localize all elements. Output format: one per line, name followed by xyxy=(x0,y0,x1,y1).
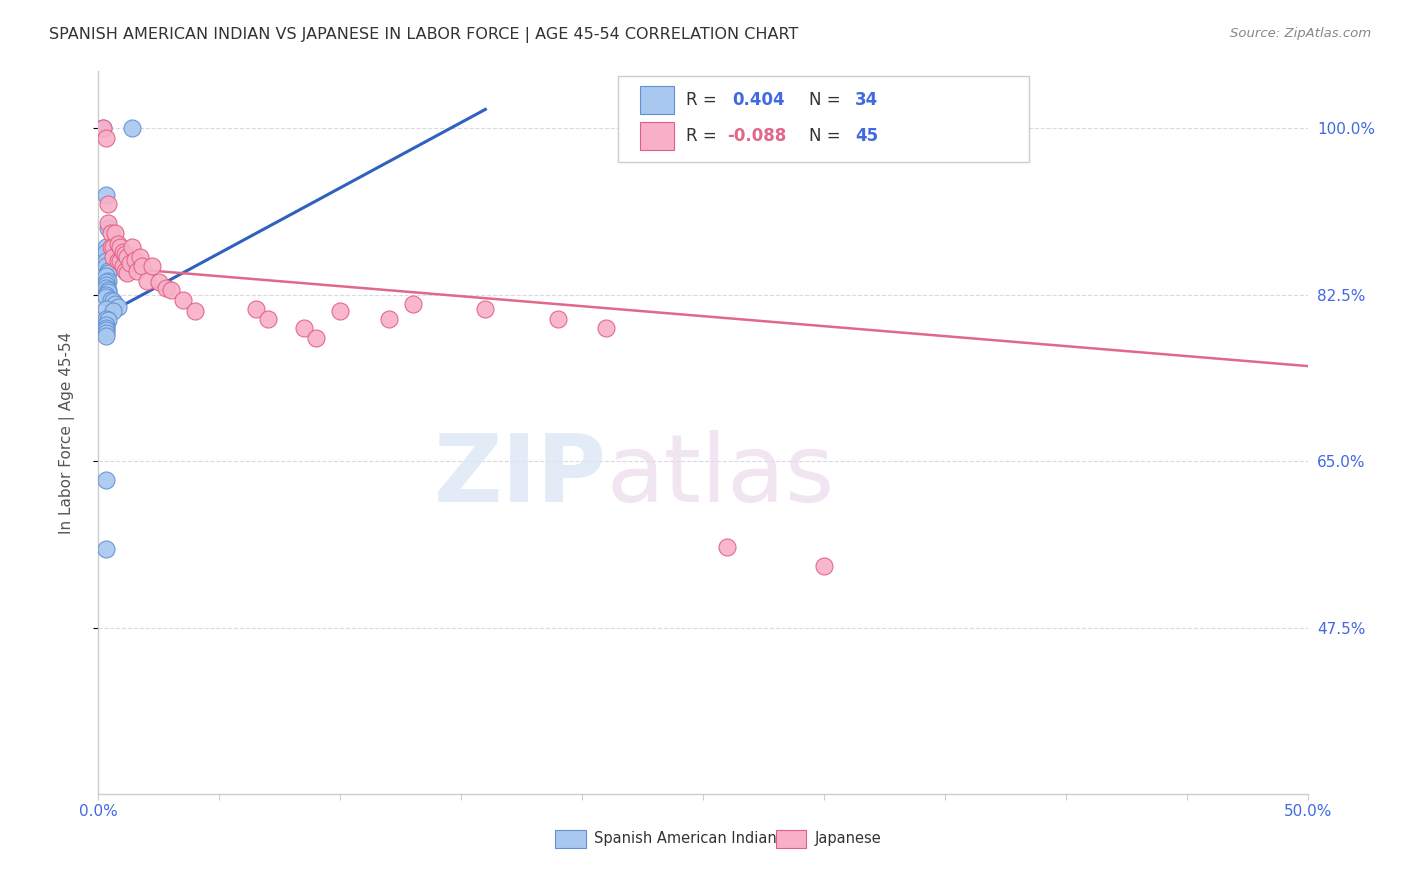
Point xyxy=(94,287,117,301)
Point xyxy=(94,244,117,259)
Text: N =: N = xyxy=(810,91,846,110)
Point xyxy=(94,323,117,337)
Point xyxy=(97,221,120,235)
Point xyxy=(547,311,569,326)
Point xyxy=(100,240,122,254)
Point xyxy=(148,276,170,290)
Point xyxy=(101,240,124,254)
Point xyxy=(97,313,120,327)
FancyBboxPatch shape xyxy=(640,122,673,150)
Point xyxy=(104,226,127,240)
Point xyxy=(329,304,352,318)
Point xyxy=(94,268,117,283)
Point xyxy=(117,250,139,264)
Point xyxy=(94,188,117,202)
Point xyxy=(121,240,143,254)
Point xyxy=(172,293,194,307)
Text: R =: R = xyxy=(686,91,723,110)
Point xyxy=(107,254,129,268)
Point xyxy=(94,311,117,326)
Point xyxy=(97,283,120,297)
Point xyxy=(101,250,124,264)
Text: 45: 45 xyxy=(855,128,879,145)
FancyBboxPatch shape xyxy=(640,87,673,114)
Y-axis label: In Labor Force | Age 45-54: In Labor Force | Age 45-54 xyxy=(59,332,75,533)
Point xyxy=(131,259,153,273)
Point xyxy=(97,266,120,280)
Point xyxy=(716,540,738,554)
Point xyxy=(94,328,117,343)
Point xyxy=(111,244,134,259)
Point xyxy=(128,250,150,264)
Point xyxy=(100,226,122,240)
Point xyxy=(97,197,120,211)
Point xyxy=(160,283,183,297)
Point xyxy=(111,259,134,273)
Point xyxy=(94,259,117,273)
Point xyxy=(114,247,136,261)
Point xyxy=(94,290,117,304)
Point xyxy=(94,318,117,333)
Text: ZIP: ZIP xyxy=(433,430,606,522)
Point xyxy=(155,281,177,295)
Point xyxy=(100,293,122,307)
Point xyxy=(97,217,120,231)
Point xyxy=(94,131,117,145)
Point xyxy=(135,273,157,287)
Point xyxy=(101,294,124,309)
Text: Spanish American Indians: Spanish American Indians xyxy=(595,831,785,847)
Point xyxy=(118,256,141,270)
Text: R =: R = xyxy=(686,128,723,145)
Point xyxy=(97,273,120,287)
Point xyxy=(97,264,120,278)
Point xyxy=(114,264,136,278)
Point xyxy=(91,121,114,136)
Point xyxy=(94,281,117,295)
Text: -0.088: -0.088 xyxy=(727,128,786,145)
FancyBboxPatch shape xyxy=(555,830,586,848)
Point xyxy=(121,121,143,136)
Point xyxy=(91,121,114,136)
Point xyxy=(402,297,425,311)
Point xyxy=(107,237,129,252)
Text: atlas: atlas xyxy=(606,430,835,522)
Text: SPANISH AMERICAN INDIAN VS JAPANESE IN LABOR FORCE | AGE 45-54 CORRELATION CHART: SPANISH AMERICAN INDIAN VS JAPANESE IN L… xyxy=(49,27,799,43)
Point xyxy=(1007,121,1029,136)
Text: 34: 34 xyxy=(855,91,879,110)
Point xyxy=(94,240,117,254)
Text: Japanese: Japanese xyxy=(814,831,882,847)
Point xyxy=(107,300,129,314)
Point xyxy=(108,254,131,268)
FancyBboxPatch shape xyxy=(776,830,806,848)
Point xyxy=(813,558,835,573)
Point xyxy=(474,301,496,316)
Text: Source: ZipAtlas.com: Source: ZipAtlas.com xyxy=(1230,27,1371,40)
Point xyxy=(108,240,131,254)
Point xyxy=(305,330,328,344)
Point xyxy=(94,326,117,340)
Point xyxy=(292,321,315,335)
FancyBboxPatch shape xyxy=(619,77,1029,161)
Point xyxy=(94,473,117,487)
Point xyxy=(101,304,124,318)
Point xyxy=(256,311,278,326)
Point xyxy=(94,321,117,335)
Point xyxy=(117,266,139,280)
Point xyxy=(377,311,399,326)
Point xyxy=(94,278,117,293)
Point xyxy=(94,254,117,268)
Point xyxy=(245,301,267,316)
Point xyxy=(595,321,617,335)
Point xyxy=(94,301,117,316)
Point xyxy=(104,297,127,311)
Text: 0.404: 0.404 xyxy=(733,91,785,110)
Text: N =: N = xyxy=(810,128,846,145)
Point xyxy=(94,276,117,290)
Point xyxy=(97,285,120,299)
Point xyxy=(184,304,207,318)
Point xyxy=(127,264,149,278)
Point xyxy=(141,259,163,273)
Point xyxy=(124,252,146,267)
Point xyxy=(94,541,117,556)
